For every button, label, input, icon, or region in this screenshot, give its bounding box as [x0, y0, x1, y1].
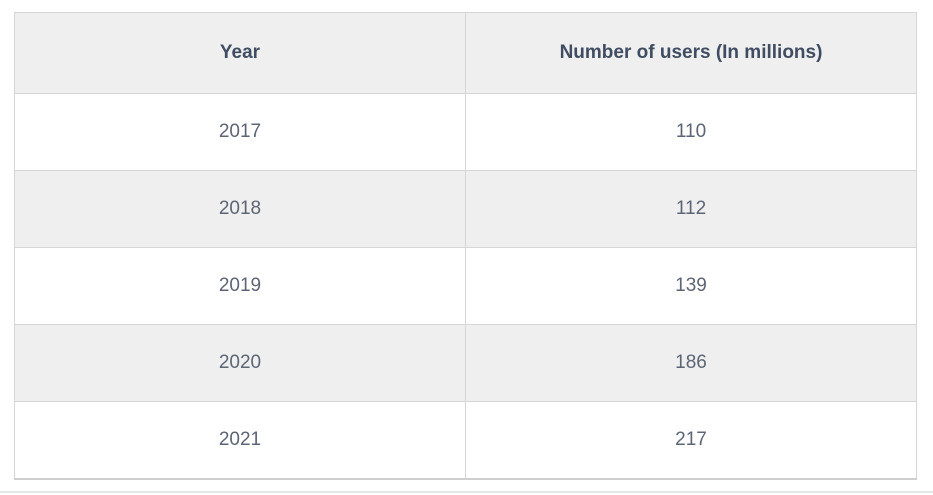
year-cell: 2019 [14, 247, 466, 325]
column-header-users: Number of users (In millions) [465, 12, 917, 94]
table-row: 2021 217 [14, 401, 917, 480]
table-row: 2018 112 [14, 170, 917, 248]
column-header-year: Year [14, 12, 466, 94]
users-by-year-table: Year Number of users (In millions) 2017 … [14, 12, 917, 480]
users-cell: 139 [465, 247, 917, 325]
users-cell: 110 [465, 93, 917, 171]
year-cell: 2020 [14, 324, 466, 402]
year-cell: 2017 [14, 93, 466, 171]
table-header: Year Number of users (In millions) [14, 12, 917, 94]
bottom-separator [0, 491, 933, 493]
users-cell: 186 [465, 324, 917, 402]
table-body: 2017 110 2018 112 2019 139 2020 186 2021… [14, 93, 917, 480]
table-row: 2017 110 [14, 93, 917, 171]
header-row: Year Number of users (In millions) [14, 12, 917, 94]
users-cell: 217 [465, 401, 917, 480]
year-cell: 2018 [14, 170, 466, 248]
table-row: 2020 186 [14, 324, 917, 402]
users-cell: 112 [465, 170, 917, 248]
table-row: 2019 139 [14, 247, 917, 325]
year-cell: 2021 [14, 401, 466, 480]
